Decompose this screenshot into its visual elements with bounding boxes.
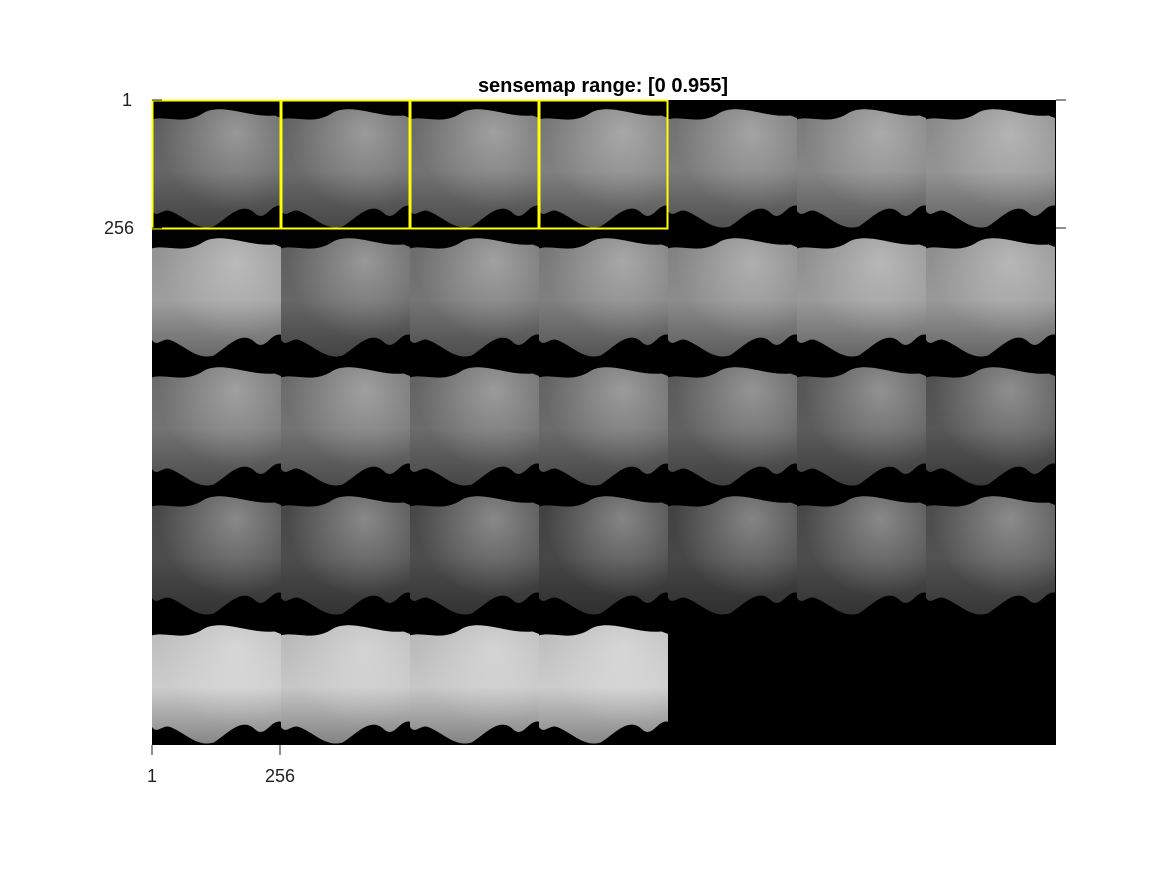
- montage-tile: [926, 238, 1055, 357]
- montage-tile: [410, 238, 539, 357]
- tile-highlight: [926, 238, 1055, 357]
- montage-tile: [410, 625, 539, 744]
- montage-tile: [281, 496, 410, 615]
- montage-tile: [410, 367, 539, 486]
- tile-highlight: [539, 625, 668, 744]
- tile-highlight: [281, 367, 410, 486]
- montage-tile: [281, 238, 410, 357]
- montage-tile: [281, 109, 410, 228]
- tile-highlight: [281, 109, 410, 228]
- montage-tile: [152, 367, 281, 486]
- montage-tile: [668, 238, 797, 357]
- tile-highlight: [926, 367, 1055, 486]
- y-tick-256: 256: [104, 218, 134, 238]
- montage-tile: [668, 109, 797, 228]
- tile-highlight: [281, 496, 410, 615]
- montage-tile: [539, 109, 668, 228]
- tile-highlight: [668, 496, 797, 615]
- montage-tile: [539, 367, 668, 486]
- tile-highlight: [152, 238, 281, 357]
- tile-highlight: [926, 496, 1055, 615]
- highlight-box: [538, 99, 669, 230]
- tile-highlight: [410, 238, 539, 357]
- tile-highlight: [410, 496, 539, 615]
- montage-tile: [539, 496, 668, 615]
- tile-highlight: [797, 109, 926, 228]
- tile-highlight: [539, 496, 668, 615]
- montage-tile: [539, 238, 668, 357]
- montage-tile: [926, 496, 1055, 615]
- tile-highlight: [410, 625, 539, 744]
- montage-tiles: [152, 109, 1055, 744]
- tile-highlight: [797, 496, 926, 615]
- montage-tile: [797, 496, 926, 615]
- tile-highlight: [539, 367, 668, 486]
- montage-tile: [668, 367, 797, 486]
- tile-highlight: [668, 238, 797, 357]
- tile-highlight: [926, 109, 1055, 228]
- figure-title: sensemap range: [0 0.955]: [478, 75, 728, 97]
- tile-highlight: [152, 625, 281, 744]
- montage-tile: [410, 109, 539, 228]
- montage-tile: [926, 109, 1055, 228]
- tile-highlight: [539, 238, 668, 357]
- tile-highlight: [539, 109, 668, 228]
- axis-ticks: [151, 99, 1066, 755]
- montage-tile: [539, 625, 668, 744]
- montage-tile: [152, 625, 281, 744]
- x-tick-256: 256: [265, 766, 295, 786]
- tile-highlight: [668, 367, 797, 486]
- tile-highlight: [281, 238, 410, 357]
- tile-highlight: [410, 109, 539, 228]
- montage-tile: [797, 238, 926, 357]
- montage-tile: [797, 367, 926, 486]
- tile-highlight: [281, 625, 410, 744]
- tile-highlight: [152, 109, 281, 228]
- tile-highlight: [152, 367, 281, 486]
- montage-tile: [410, 496, 539, 615]
- montage-tile: [668, 496, 797, 615]
- y-tick-1: 1: [122, 90, 132, 110]
- montage-tile: [152, 109, 281, 228]
- montage-tile: [281, 625, 410, 744]
- tile-highlight: [668, 109, 797, 228]
- x-tick-1: 1: [147, 766, 157, 786]
- tile-highlight: [410, 367, 539, 486]
- montage-tile: [926, 367, 1055, 486]
- montage-tile: [281, 367, 410, 486]
- tile-highlight: [797, 367, 926, 486]
- montage-tile: [152, 238, 281, 357]
- tile-highlight: [152, 496, 281, 615]
- highlight-boxes: [151, 99, 669, 230]
- tile-highlight: [797, 238, 926, 357]
- montage-tile: [797, 109, 926, 228]
- montage-tile: [152, 496, 281, 615]
